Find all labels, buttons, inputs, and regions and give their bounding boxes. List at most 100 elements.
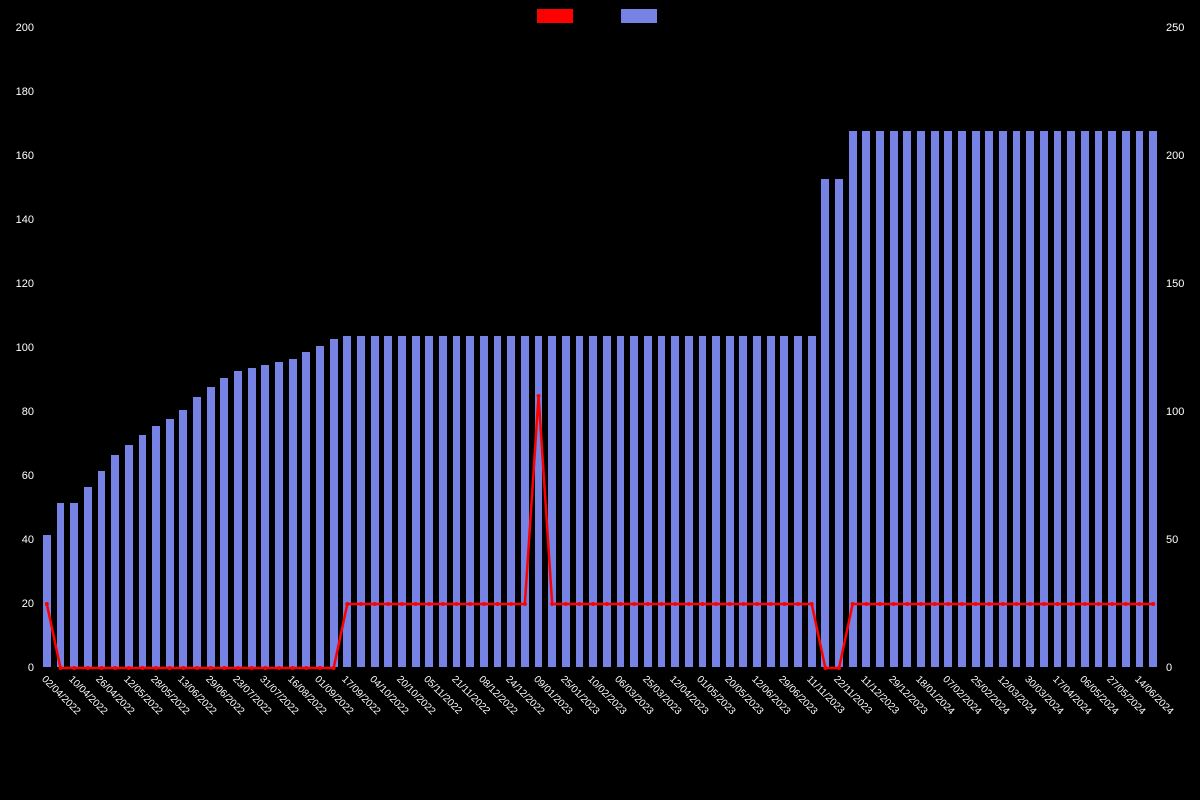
- bar: [738, 335, 748, 668]
- bar: [930, 130, 940, 668]
- bar: [998, 130, 1008, 668]
- y-axis-left-tick: 200: [0, 22, 34, 34]
- bar: [629, 335, 639, 668]
- chart-container: 0204060801001201401601802000501001502002…: [0, 0, 1200, 800]
- bar: [233, 370, 243, 668]
- y-axis-left-tick: 60: [0, 470, 34, 482]
- bar: [1107, 130, 1117, 668]
- bar: [670, 335, 680, 668]
- bar: [178, 409, 188, 668]
- bar: [657, 335, 667, 668]
- bar: [766, 335, 776, 668]
- bar: [1080, 130, 1090, 668]
- bar: [725, 335, 735, 668]
- bar: [779, 335, 789, 668]
- bar: [1053, 130, 1063, 668]
- bar: [834, 178, 844, 668]
- bar: [793, 335, 803, 668]
- bar: [1148, 130, 1158, 668]
- bar: [206, 386, 216, 668]
- y-axis-left-tick: 0: [0, 662, 34, 674]
- bar: [588, 335, 598, 668]
- bar: [1135, 130, 1145, 668]
- plot-area: [40, 28, 1160, 668]
- chart-legend: [536, 8, 664, 24]
- bar: [602, 335, 612, 668]
- y-axis-left-tick: 100: [0, 342, 34, 354]
- bar: [616, 335, 626, 668]
- bar: [274, 361, 284, 668]
- bar: [1025, 130, 1035, 668]
- bar: [875, 130, 885, 668]
- bar: [902, 130, 912, 668]
- bar: [889, 130, 899, 668]
- bar: [452, 335, 462, 668]
- bar: [69, 502, 79, 668]
- bar: [984, 130, 994, 668]
- bar: [820, 178, 830, 668]
- bar: [315, 345, 325, 668]
- bar: [288, 358, 298, 668]
- bar: [1039, 130, 1049, 668]
- bar: [493, 335, 503, 668]
- y-axis-left-tick: 160: [0, 150, 34, 162]
- bar: [56, 502, 66, 668]
- bar: [711, 335, 721, 668]
- bar: [356, 335, 366, 668]
- y-axis-left-tick: 180: [0, 86, 34, 98]
- bar: [575, 335, 585, 668]
- bar: [138, 434, 148, 668]
- bar: [1094, 130, 1104, 668]
- y-axis-right-tick: 150: [1166, 278, 1184, 290]
- bar: [861, 130, 871, 668]
- y-axis-right-tick: 250: [1166, 22, 1184, 34]
- bar: [192, 396, 202, 668]
- y-axis-left-tick: 80: [0, 406, 34, 418]
- y-axis-left-tick: 20: [0, 598, 34, 610]
- bar: [42, 534, 52, 668]
- bar: [465, 335, 475, 668]
- bar: [547, 335, 557, 668]
- bar: [1066, 130, 1076, 668]
- bar: [943, 130, 953, 668]
- bar: [971, 130, 981, 668]
- bar: [247, 367, 257, 668]
- bar: [329, 338, 339, 668]
- bar: [370, 335, 380, 668]
- bar: [916, 130, 926, 668]
- bar: [1121, 130, 1131, 668]
- y-axis-right-tick: 100: [1166, 406, 1184, 418]
- bar: [438, 335, 448, 668]
- bar: [957, 130, 967, 668]
- y-axis-left-tick: 120: [0, 278, 34, 290]
- bar: [411, 335, 421, 668]
- legend-swatch-line: [536, 8, 574, 24]
- bar: [260, 364, 270, 668]
- bar: [684, 335, 694, 668]
- bar: [83, 486, 93, 668]
- bar: [124, 444, 134, 668]
- legend-item-bar: [620, 8, 664, 24]
- bar: [397, 335, 407, 668]
- bar: [643, 335, 653, 668]
- y-axis-left-tick: 40: [0, 534, 34, 546]
- y-axis-right-tick: 50: [1166, 534, 1178, 546]
- bar: [219, 377, 229, 668]
- y-axis-left-tick: 140: [0, 214, 34, 226]
- bar: [110, 454, 120, 668]
- bar: [807, 335, 817, 668]
- bar: [698, 335, 708, 668]
- y-axis-right-tick: 0: [1166, 662, 1172, 674]
- bar: [506, 335, 516, 668]
- bar: [534, 335, 544, 668]
- bar: [848, 130, 858, 668]
- bar: [752, 335, 762, 668]
- bar: [479, 335, 489, 668]
- bar: [301, 351, 311, 668]
- bar: [342, 335, 352, 668]
- bar: [97, 470, 107, 668]
- legend-item-line: [536, 8, 580, 24]
- bar: [520, 335, 530, 668]
- bar: [151, 425, 161, 668]
- bar: [1012, 130, 1022, 668]
